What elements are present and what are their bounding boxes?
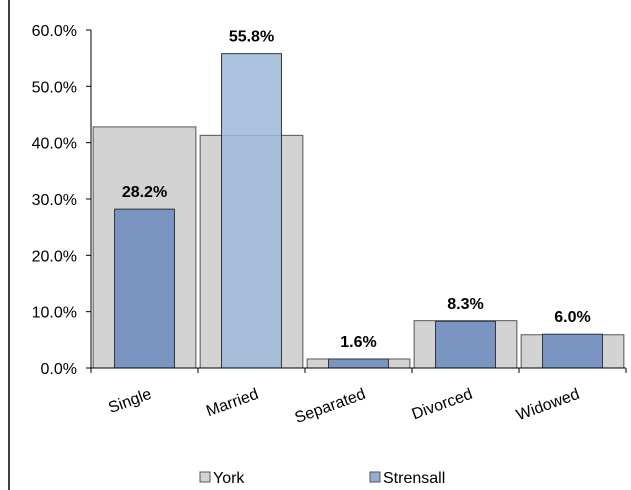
strensall-bar: [221, 53, 282, 369]
x-category-label: Divorced: [410, 386, 475, 424]
x-category-label: Married: [204, 386, 261, 421]
y-axis: 0.0% 10.0% 20.0% 30.0% 40.0% 50.0% 60.0%: [32, 23, 92, 378]
data-label: 55.8%: [229, 29, 274, 46]
x-category-label: Separated: [293, 386, 368, 427]
legend-swatch-strensall: [369, 471, 381, 483]
y-tick-label: 10.0%: [32, 305, 77, 322]
y-tick-label: 0.0%: [41, 361, 77, 378]
legend-swatch-york: [199, 471, 211, 483]
x-axis: Single Married Separated Divorced Widowed: [90, 367, 627, 427]
strensall-bar: [542, 333, 603, 369]
strensall-bar: [114, 208, 175, 369]
strensall-bar: [435, 320, 496, 369]
legend-label-york: York: [213, 470, 245, 487]
y-tick-label: 20.0%: [32, 248, 77, 265]
legend: York Strensall: [199, 470, 445, 487]
strensall-bar: [328, 358, 389, 369]
y-tick-label: 60.0%: [32, 23, 77, 40]
y-tick-label: 50.0%: [32, 79, 77, 96]
data-labels: 28.2% 55.8% 1.6% 8.3% 6.0%: [122, 29, 591, 351]
data-label: 6.0%: [554, 309, 590, 326]
strensall-series: [114, 53, 603, 369]
data-label: 28.2%: [122, 184, 167, 201]
x-category-label: Single: [106, 386, 154, 417]
data-label: 8.3%: [447, 296, 483, 313]
legend-label-strensall: Strensall: [383, 470, 445, 487]
y-tick-label: 40.0%: [32, 136, 77, 153]
x-category-label: Widowed: [514, 386, 582, 424]
york-series: [92, 126, 625, 369]
y-tick-label: 30.0%: [32, 192, 77, 209]
data-label: 1.6%: [340, 334, 376, 351]
